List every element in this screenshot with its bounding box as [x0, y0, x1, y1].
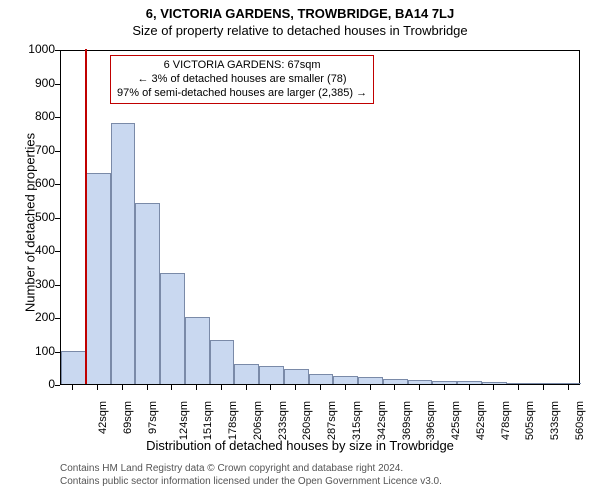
x-tick [246, 385, 247, 390]
histogram-bar [309, 374, 334, 384]
x-tick-label: 560sqm [574, 401, 586, 440]
x-tick [345, 385, 346, 390]
histogram-bar [259, 366, 284, 384]
y-tick-label: 800 [15, 109, 55, 123]
annotation-box: 6 VICTORIA GARDENS: 67sqm ← 3% of detach… [110, 55, 374, 104]
y-tick-label: 300 [15, 277, 55, 291]
x-tick-label: 342sqm [376, 401, 388, 440]
histogram-bar [507, 383, 532, 384]
y-tick [55, 151, 60, 152]
annotation-line-3: 97% of semi-detached houses are larger (… [117, 87, 367, 101]
y-tick [55, 251, 60, 252]
x-tick [370, 385, 371, 390]
x-tick-label: 151sqm [203, 401, 215, 440]
x-tick-label: 42sqm [97, 401, 109, 434]
y-tick [55, 352, 60, 353]
y-tick-label: 900 [15, 76, 55, 90]
x-tick [72, 385, 73, 390]
histogram-bar [408, 380, 433, 384]
x-tick-label: 124sqm [178, 401, 190, 440]
histogram-bar [531, 383, 556, 384]
x-axis-label: Distribution of detached houses by size … [0, 438, 600, 453]
x-tick-label: 315sqm [351, 401, 363, 440]
reference-line [85, 49, 87, 384]
y-tick [55, 50, 60, 51]
x-tick-label: 206sqm [252, 401, 264, 440]
x-tick-label: 260sqm [302, 401, 314, 440]
x-tick [270, 385, 271, 390]
x-tick [493, 385, 494, 390]
x-tick [196, 385, 197, 390]
x-tick [419, 385, 420, 390]
y-tick-label: 700 [15, 143, 55, 157]
x-tick-label: 452sqm [475, 401, 487, 440]
histogram-bar [234, 364, 259, 384]
x-tick [543, 385, 544, 390]
histogram-bar [556, 383, 581, 384]
y-tick [55, 385, 60, 386]
x-tick-label: 369sqm [401, 401, 413, 440]
x-tick [122, 385, 123, 390]
x-tick-label: 425sqm [450, 401, 462, 440]
x-tick [444, 385, 445, 390]
x-tick-label: 478sqm [500, 401, 512, 440]
histogram-bar [457, 381, 482, 384]
x-tick [394, 385, 395, 390]
y-tick-label: 200 [15, 310, 55, 324]
y-tick-label: 400 [15, 243, 55, 257]
histogram-bar [432, 381, 457, 384]
y-tick [55, 285, 60, 286]
x-tick [518, 385, 519, 390]
histogram-bar [358, 377, 383, 384]
annotation-line-1: 6 VICTORIA GARDENS: 67sqm [117, 59, 367, 73]
y-tick-label: 600 [15, 176, 55, 190]
y-tick [55, 218, 60, 219]
y-tick [55, 318, 60, 319]
y-tick-label: 1000 [15, 42, 55, 56]
histogram-bar [61, 351, 86, 385]
x-tick [568, 385, 569, 390]
x-tick [469, 385, 470, 390]
y-tick [55, 184, 60, 185]
histogram-bar [333, 376, 358, 384]
x-tick-label: 396sqm [425, 401, 437, 440]
annotation-line-2: ← 3% of detached houses are smaller (78) [117, 73, 367, 87]
x-tick [171, 385, 172, 390]
x-tick [295, 385, 296, 390]
page-title: 6, VICTORIA GARDENS, TROWBRIDGE, BA14 7L… [0, 0, 600, 21]
x-tick-label: 69sqm [122, 401, 134, 434]
histogram-bar [284, 369, 309, 384]
histogram-bar [160, 273, 185, 384]
page-subtitle: Size of property relative to detached ho… [0, 21, 600, 42]
footer-line-2: Contains public sector information licen… [60, 475, 442, 488]
y-tick-label: 500 [15, 210, 55, 224]
x-tick-label: 533sqm [549, 401, 561, 440]
x-tick [221, 385, 222, 390]
histogram-bar [111, 123, 136, 384]
x-tick-label: 233sqm [277, 401, 289, 440]
footer-line-1: Contains HM Land Registry data © Crown c… [60, 462, 442, 475]
x-tick-label: 287sqm [326, 401, 338, 440]
y-tick-label: 100 [15, 344, 55, 358]
y-tick-label: 0 [15, 377, 55, 391]
x-tick-label: 505sqm [524, 401, 536, 440]
x-tick-label: 97sqm [147, 401, 159, 434]
histogram-bar [135, 203, 160, 384]
x-tick [97, 385, 98, 390]
x-tick-label: 178sqm [227, 401, 239, 440]
histogram-bar [86, 173, 111, 384]
footer-attribution: Contains HM Land Registry data © Crown c… [60, 462, 442, 488]
y-tick [55, 84, 60, 85]
histogram-bar [383, 379, 408, 384]
histogram-bar [482, 382, 507, 384]
x-tick [320, 385, 321, 390]
y-tick [55, 117, 60, 118]
histogram-bar [210, 340, 235, 384]
histogram-bar [185, 317, 210, 384]
x-tick [147, 385, 148, 390]
